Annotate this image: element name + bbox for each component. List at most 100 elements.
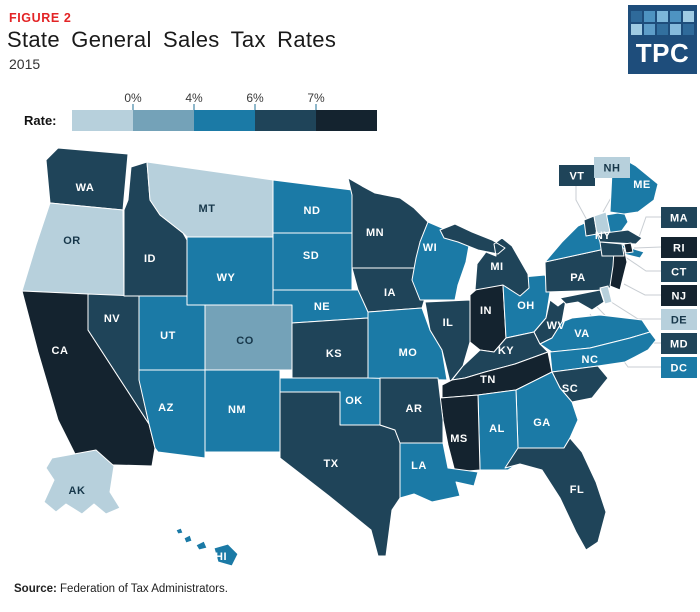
state-label-CA: CA [52,345,69,357]
state-label-MO: MO [399,347,418,359]
state-OR [21,202,125,297]
state-label-OK: OK [345,395,363,407]
leader-line [637,216,661,241]
state-label-ND: ND [304,205,321,217]
state-label-LA: LA [411,460,427,472]
state-box-rect-RI [661,237,697,258]
state-MI [439,223,530,297]
state-label-MS: MS [450,433,468,445]
leader-line [633,246,662,249]
state-label-WA: WA [76,182,95,194]
legend-tick-label-7%: 7% [307,91,325,105]
state-box-rect-CT [661,261,697,282]
state-MN [347,177,429,269]
state-HI [175,527,239,567]
state-label-IL: IL [443,317,454,329]
logo-square-icon [644,24,655,35]
state-label-SD: SD [303,250,319,262]
state-label-WI: WI [423,242,437,254]
figure-label: FIGURE 2 [9,11,72,25]
legend-tick-mark [193,104,195,110]
logo-square-icon [670,24,681,35]
state-label-IN: IN [480,305,492,317]
state-label-KS: KS [326,348,342,360]
legend-swatch-0% [72,110,133,131]
logo-square-icon [670,11,681,22]
legend-rate-label: Rate: [24,113,57,128]
legend-tick-label-4%: 4% [185,91,203,105]
state-FL [504,437,607,551]
state-label-NC: NC [582,354,599,366]
state-box-label-RI: RI [673,242,685,254]
state-IN [469,284,507,353]
state-box-MD: MD [661,333,697,354]
state-label-HI: HI [215,551,227,563]
source-text: Federation of Tax Administrators. [60,583,228,595]
state-label-SC: SC [562,383,578,395]
state-label-UT: UT [160,330,176,342]
state-label-OH: OH [517,300,535,312]
state-MA [596,229,643,245]
leader-line [575,186,589,223]
state-box-rect-MD [661,333,697,354]
logo-square-icon [657,24,668,35]
state-label-AZ: AZ [158,402,174,414]
logo-square-icon [683,11,694,22]
page-subtitle: 2015 [9,56,41,72]
state-box-rect-DC [661,357,697,378]
state-label-ID: ID [144,253,156,265]
state-label-NE: NE [314,301,330,313]
tpc-logo: TPC [628,5,697,74]
leader-line [617,251,661,272]
state-box-label-CT: CT [671,266,687,278]
state-label-MT: MT [199,203,216,215]
state-label-VA: VA [574,328,589,340]
legend-swatch-0-4% [133,110,194,131]
state-label-OR: OR [63,235,81,247]
state-box-DC: DC [661,357,697,378]
state-box-CT: CT [661,261,697,282]
logo-square-icon [644,11,655,22]
legend-swatch-7%+ [316,110,377,131]
state-box-rect-NH [594,157,630,178]
state-box-RI: RI [661,237,697,258]
state-box-rect-NJ [661,285,697,306]
state-box-label-MA: MA [670,212,688,224]
legend-color-bar [72,110,377,131]
state-label-WY: WY [217,272,236,284]
legend-tick-label-0%: 0% [124,91,142,105]
state-box-NJ: NJ [661,285,697,306]
state-box-DE: DE [661,309,697,330]
state-NJ [609,247,628,291]
legend-swatch-4-6% [194,110,255,131]
state-TX [279,391,401,557]
state-label-AR: AR [406,403,423,415]
state-box-label-VT: VT [569,170,584,182]
state-label-AK: AK [69,485,86,497]
legend-swatch-6-7% [255,110,316,131]
logo-square-icon [683,24,694,35]
state-CT [599,241,625,257]
source-label: Source: [14,583,57,595]
state-label-ME: ME [633,179,651,191]
state-label-MI: MI [490,261,503,273]
tpc-logo-text: TPC [635,38,690,68]
state-label-WV: WV [547,320,566,332]
legend-tick-label-6%: 6% [246,91,264,105]
state-RI [623,242,634,254]
state-box-rect-MA [661,207,697,228]
source-line: Source: Federation of Tax Administrators… [14,583,228,595]
state-box-VT: VT [559,165,595,186]
logo-square-icon [657,11,668,22]
state-label-NV: NV [104,313,120,325]
state-label-MN: MN [366,227,384,239]
state-box-NH: NH [594,157,630,178]
state-MD [559,289,605,311]
state-box-label-DE: DE [671,314,687,326]
leader-line [607,299,661,320]
state-label-PA: PA [570,272,585,284]
state-box-rect-VT [559,165,595,186]
page-title: State General Sales Tax Rates [7,27,337,52]
